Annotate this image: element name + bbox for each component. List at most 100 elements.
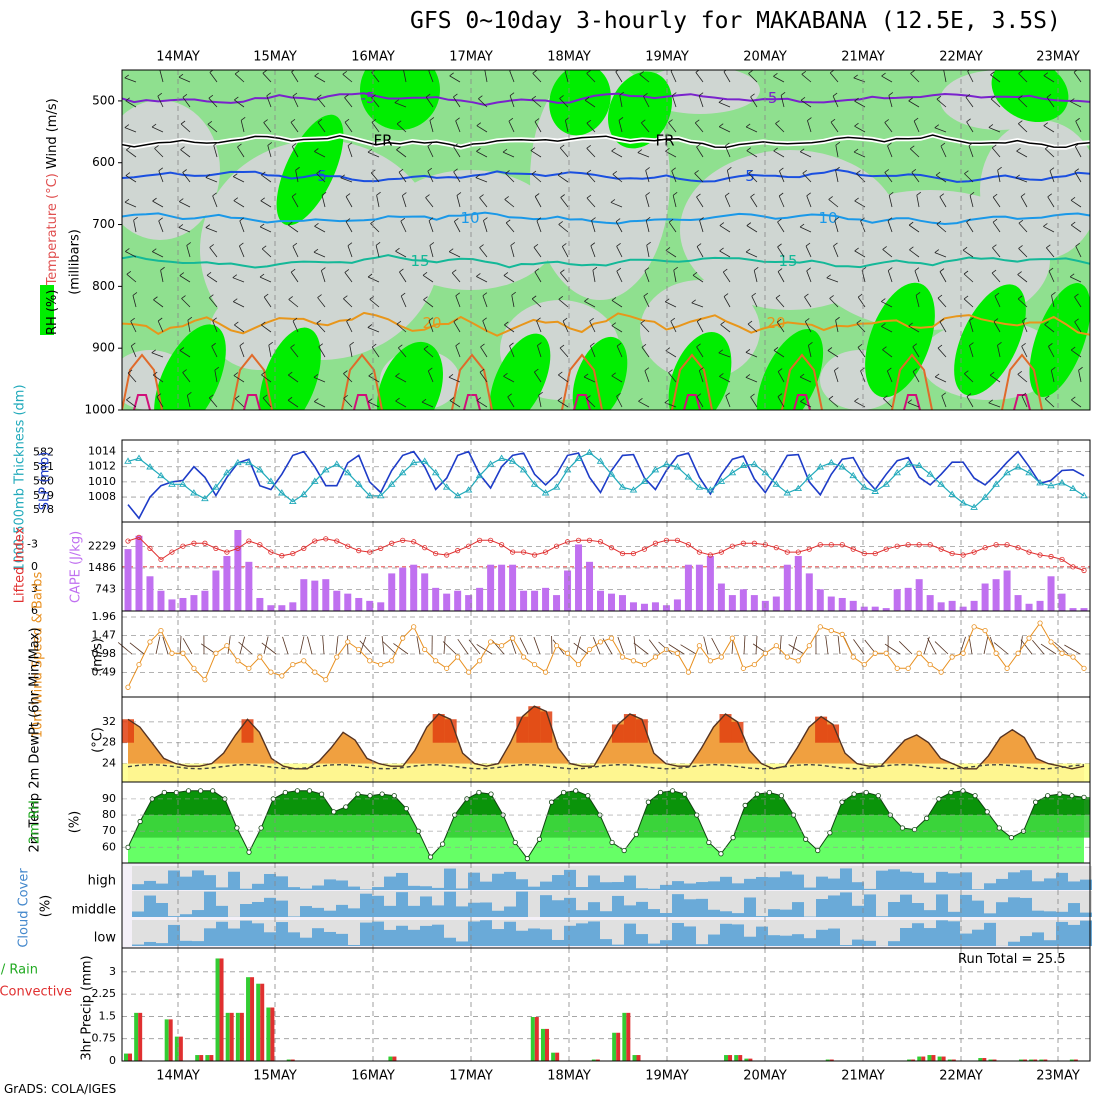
cloud-cell — [192, 941, 204, 946]
cloud-cell — [972, 929, 984, 946]
cloud-cell — [1032, 881, 1044, 890]
wind-barb-flag — [179, 198, 184, 202]
wind-barb — [723, 71, 731, 83]
cloud-cell-bg — [696, 920, 708, 946]
lifted-index-marker — [740, 540, 746, 546]
surface-wind-barb — [346, 635, 349, 655]
thickness-marker — [486, 460, 495, 467]
wind-barb — [692, 274, 704, 283]
cape-bar — [267, 605, 275, 611]
run-total-label: Run Total = 25.5 — [958, 952, 1066, 967]
wind-barb-flag — [696, 193, 701, 198]
cloud-cell-bg — [528, 866, 540, 890]
cloud-cell — [696, 898, 708, 917]
cloud-cell — [216, 905, 228, 917]
cloud-cell — [552, 900, 564, 917]
wind-barb — [130, 345, 137, 358]
cape-bar — [531, 590, 539, 611]
wind-barb — [670, 70, 677, 83]
wind-barb-flag — [907, 399, 913, 403]
wind-barb — [857, 296, 866, 308]
cloud-cell — [348, 944, 360, 946]
wind-barb-flag — [881, 72, 886, 77]
precip-total-bar — [215, 958, 220, 1061]
wind-barb-flag — [316, 170, 321, 174]
cape-bar — [234, 530, 242, 611]
cloud-cell — [1008, 941, 1020, 946]
rh-marker — [1081, 794, 1087, 800]
rh-marker — [839, 799, 845, 805]
rh-moist-band — [954, 284, 1026, 396]
wind-barb — [370, 223, 380, 233]
lifted-index-marker — [136, 534, 142, 540]
cloud-cell — [900, 871, 912, 890]
wind-barb-flag — [639, 71, 644, 75]
wind-barb — [321, 195, 326, 208]
wind-barb — [291, 71, 299, 83]
wind-barb-flag — [400, 292, 406, 297]
cloud-cell — [804, 887, 816, 890]
wind-barb — [205, 227, 218, 233]
rh-moist-band — [991, 70, 1069, 123]
wind-barb-flag — [428, 367, 433, 372]
wind-barb — [349, 345, 353, 358]
cloud-cell — [984, 922, 996, 946]
isotherm-hot — [683, 394, 701, 410]
wind-speed-marker — [696, 643, 703, 649]
cape-bar — [586, 561, 594, 611]
cape-bar — [695, 564, 703, 611]
wind-barb-flag — [967, 70, 970, 72]
wind-barb — [830, 121, 839, 133]
wind-barb — [368, 375, 380, 383]
wind-barb — [159, 70, 164, 83]
wind-barb — [369, 298, 380, 308]
wind-barb — [484, 70, 488, 83]
thickness-marker — [179, 480, 187, 487]
wind-tick-label: 1.47 — [92, 629, 117, 642]
wind-barb-flag — [534, 368, 539, 373]
cape-bar — [421, 573, 429, 611]
thickness-marker — [992, 480, 1000, 487]
lifted-index-marker — [971, 549, 977, 555]
wind-barb-flag — [1018, 219, 1024, 224]
cloud-cell — [540, 929, 552, 946]
wind-barb-flag — [612, 170, 618, 175]
wind-barb-flag — [342, 71, 348, 75]
cloud-cell-bg — [456, 866, 468, 890]
rh-marker — [282, 789, 288, 796]
cape-bar — [542, 587, 550, 611]
cape-bar — [454, 590, 462, 611]
cloud-cell — [768, 935, 780, 946]
cloud-cell — [960, 872, 972, 890]
wind-barb-flag — [368, 372, 373, 377]
rh-unit: (%) — [68, 811, 83, 834]
wind-barb-flag — [209, 394, 214, 399]
wind-barb-flag — [262, 70, 268, 74]
lifted-index-marker — [444, 552, 450, 558]
cape-bar — [157, 590, 165, 611]
wind-barb-flag — [997, 166, 1002, 171]
wind-barb — [992, 247, 1001, 258]
wind-barb-flag — [398, 168, 404, 173]
surface-wind-barb — [457, 638, 469, 655]
wind-barb-flag — [187, 391, 192, 396]
wind-barb — [1017, 298, 1028, 308]
wind-barb — [887, 145, 893, 158]
wind-barb-flag — [234, 321, 239, 326]
wind-barb-flag — [124, 74, 129, 79]
isotherm-warm — [781, 353, 823, 410]
lifted-index-marker — [817, 542, 823, 548]
wind-barb-flag — [295, 166, 300, 171]
wind-barb — [1074, 171, 1082, 183]
cloud-cell — [228, 928, 240, 946]
wind-barb — [994, 295, 1001, 308]
wind-barb — [1020, 196, 1028, 208]
isotherm-hot — [1013, 394, 1031, 410]
wind-barb-flag — [132, 292, 138, 296]
top-day-label: 14MAY — [156, 50, 200, 65]
wind-speed-marker — [202, 677, 208, 683]
rh-marker — [137, 818, 143, 825]
lifted-index-marker — [674, 537, 681, 543]
wind-barb-flag — [616, 342, 622, 347]
wind-barb — [345, 196, 353, 208]
